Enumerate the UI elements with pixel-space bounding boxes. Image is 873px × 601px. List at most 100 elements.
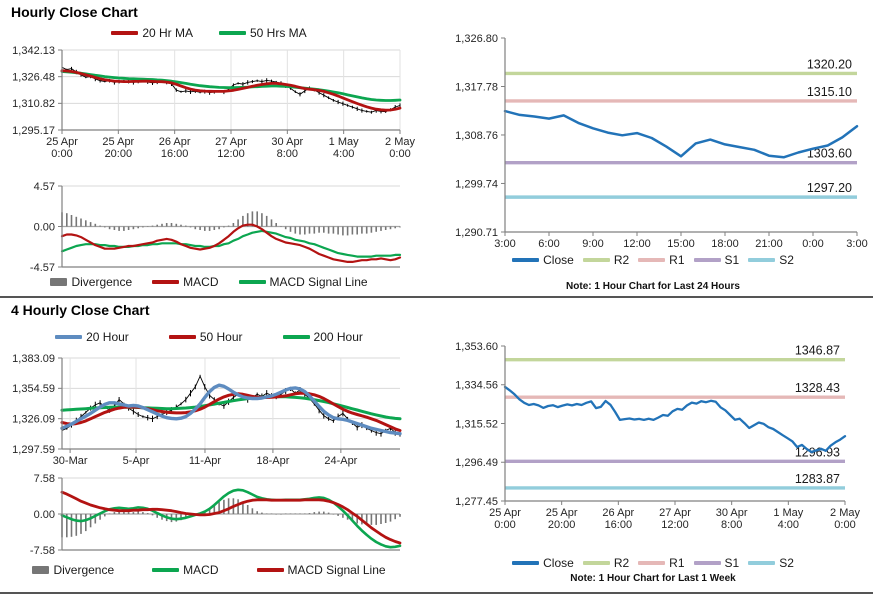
legend-label: R2 [613,253,630,267]
divergence-bar [89,222,92,227]
y-tick-label: 1,354.59 [12,383,55,395]
divergence-bar [151,225,154,227]
y-tick-label: 1,277.45 [455,496,498,508]
divergence-bar [142,226,144,228]
divergence-bar [127,226,130,230]
macd-line [60,488,402,549]
y-tick-label: 1,334.56 [455,380,498,392]
divergence-bar [161,514,163,520]
divergence-bar [132,226,135,230]
x-tick-label: 18-Apr [256,455,289,467]
line-swatch-icon [582,561,610,565]
divergence-bar [142,512,144,514]
level-label-s2: 1283.87 [795,472,840,486]
divergence-bar [280,514,282,515]
divergence-bar [85,220,87,227]
divergence-bar [294,513,297,514]
macd-line [60,223,402,264]
divergence-bar [389,514,392,522]
divergence-bar [242,215,244,227]
divergence-bar [342,226,344,236]
divergence-bar [194,226,197,230]
divergence-bar [337,226,339,235]
divergence-bar [185,514,187,519]
divergence-bar [323,511,325,514]
divergence-bar [218,502,220,514]
x-tick-label: 0:00 [802,238,823,250]
divergence-bar [66,213,68,227]
y-tick-label: 1,315.52 [455,418,498,430]
divergence-bar [94,223,97,227]
line-swatch-icon [693,561,721,565]
20-hour-line [60,383,402,436]
20-hr-ma-line [60,69,402,112]
legend-item-close: Close [512,556,574,570]
divergence-bar [175,223,178,227]
divergence-bar [113,226,116,230]
x-tick-label: 24-Apr [324,455,357,467]
legend-item-r2: R2 [582,556,630,570]
four-hourly-macd-legend: Divergence MACD MACD Signal Line [8,563,410,577]
legend-label: S2 [779,253,794,267]
divergence-bar [118,511,120,514]
x-tick-label: 25 Apr 0:00 [46,136,78,160]
divergence-bar [165,223,168,227]
divergence-bar [399,226,401,228]
divergence-bar [351,226,354,235]
line-swatch-icon [282,335,310,339]
line-swatch-icon [152,568,180,572]
divergence-bar [132,512,135,514]
legend-label: 200 Hour [313,330,363,344]
divergence-bar [242,501,244,514]
divergence-bar [75,514,78,536]
level-label-r2: 1346.87 [795,344,840,358]
divergence-bar [137,511,139,514]
legend-label: R1 [669,556,685,570]
divergence-bar [232,223,235,227]
divergence-bar [327,226,330,234]
divergence-bar [85,514,87,532]
section-title-hourly: Hourly Close Chart [11,4,138,20]
divergence-bar [246,505,249,514]
x-tick-label: 5-Apr [123,455,150,467]
divergence-bar [246,213,249,227]
y-tick-label: 0.00 [34,221,55,233]
line-swatch-icon [693,258,721,262]
legend-item-r1: R1 [638,556,685,570]
close-line [503,109,859,159]
legend-item-20-hour: 20 Hour [55,330,129,344]
divergence-bar [389,226,392,230]
line-swatch-icon [582,258,610,262]
divergence-bar [70,514,73,537]
legend-label: MACD [183,563,219,577]
divergence-bar [294,226,297,234]
divergence-bar [161,223,163,227]
divergence-bar [394,226,396,229]
legend-item-s1: S1 [693,253,739,267]
x-tick-label: 1 May 4:00 [329,136,359,160]
divergence-bar [256,511,258,514]
legend-label: 20 Hour [86,330,129,344]
legend-label: R2 [613,556,630,570]
divergence-bar [227,225,230,227]
four-hourly-pivot-chart: 1346.87 1328.43 1296.93 1283.87 1,353.60 1,33… [455,341,860,531]
divergence-bar [289,226,292,232]
divergence-bar [156,224,158,227]
legend-label: MACD [183,275,219,289]
divergence-bar [185,225,187,227]
divergence-bar [261,512,263,514]
y-tick-label: 4.57 [34,181,55,193]
y-tick-label: 1,296.49 [455,457,498,469]
divergence-bar [284,226,287,230]
divergence-bar [308,226,311,234]
x-tick-label: 26 Apr 16:00 [602,507,634,531]
legend-item-divergence: Divergence [50,275,132,289]
divergence-bar [318,511,320,514]
legend-item-200-hour: 200 Hour [282,330,363,344]
level-label-r2: 1320.20 [807,57,852,71]
hourly-pivot-chart: 1320.20 1315.10 1303.60 1297.20 1,326.80 1,31… [455,33,868,250]
divergence-bar [384,514,387,523]
level-label-r1: 1328.43 [795,381,840,395]
